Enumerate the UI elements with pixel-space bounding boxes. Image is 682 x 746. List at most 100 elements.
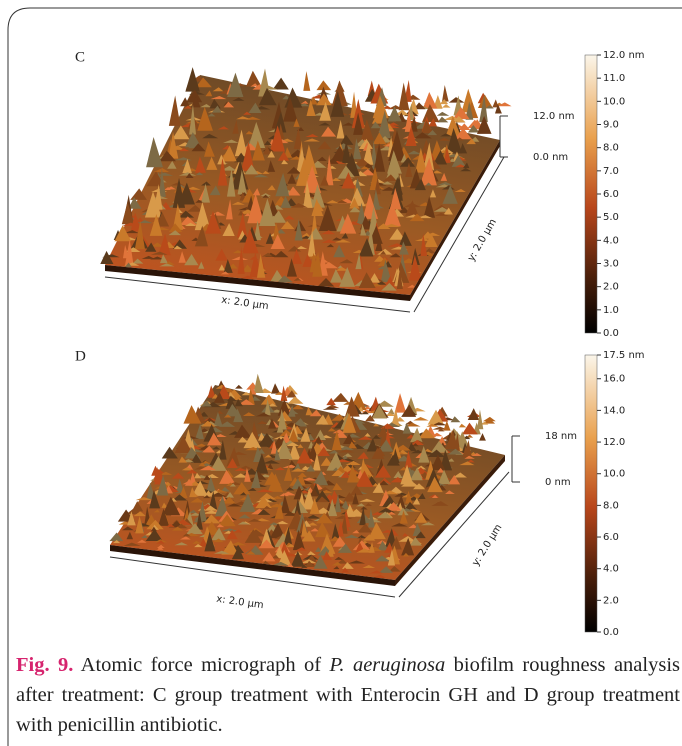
relief bbox=[292, 529, 306, 551]
relief bbox=[283, 147, 293, 158]
relief bbox=[286, 186, 301, 196]
relief bbox=[222, 496, 236, 504]
relief bbox=[233, 482, 251, 495]
relief bbox=[206, 156, 218, 170]
colorbar-tick-label: 17.5 nm bbox=[603, 350, 645, 361]
relief bbox=[360, 119, 374, 141]
colorbar-tick-label: 9.0 bbox=[603, 120, 619, 131]
relief bbox=[364, 433, 371, 437]
relief bbox=[159, 150, 177, 162]
relief bbox=[340, 470, 350, 478]
relief bbox=[252, 140, 265, 161]
relief bbox=[380, 250, 387, 255]
relief bbox=[477, 94, 493, 108]
relief bbox=[276, 439, 293, 459]
relief bbox=[410, 427, 423, 443]
relief bbox=[356, 503, 366, 507]
relief bbox=[146, 137, 163, 168]
relief bbox=[296, 246, 308, 250]
relief bbox=[362, 141, 374, 165]
relief bbox=[417, 493, 426, 500]
colorbar bbox=[584, 54, 598, 334]
relief bbox=[226, 458, 238, 468]
relief bbox=[401, 479, 419, 487]
relief bbox=[180, 216, 197, 225]
relief bbox=[301, 232, 311, 237]
relief bbox=[270, 439, 278, 454]
relief bbox=[187, 205, 204, 212]
relief bbox=[447, 458, 455, 462]
relief bbox=[361, 409, 373, 413]
relief bbox=[191, 237, 199, 241]
colorbar-tick-label: 16.0 bbox=[603, 374, 625, 385]
relief bbox=[276, 422, 284, 433]
relief bbox=[168, 223, 183, 233]
relief bbox=[200, 400, 212, 407]
relief bbox=[232, 395, 243, 400]
relief bbox=[231, 546, 244, 560]
relief bbox=[225, 199, 233, 220]
relief bbox=[151, 242, 164, 247]
relief bbox=[189, 103, 197, 135]
relief bbox=[313, 555, 328, 569]
colorbar-tick-label: 12.0 nm bbox=[603, 50, 645, 61]
relief bbox=[174, 435, 193, 453]
relief bbox=[126, 531, 134, 540]
relief bbox=[332, 237, 343, 241]
relief bbox=[197, 106, 213, 131]
relief bbox=[239, 492, 247, 496]
relief bbox=[212, 538, 224, 543]
relief bbox=[134, 220, 145, 250]
relief bbox=[366, 437, 378, 452]
relief bbox=[189, 487, 197, 498]
relief bbox=[189, 472, 196, 484]
relief bbox=[238, 399, 255, 405]
relief bbox=[303, 138, 320, 142]
relief bbox=[321, 239, 337, 243]
relief bbox=[477, 409, 484, 430]
relief bbox=[422, 92, 438, 109]
relief bbox=[391, 408, 400, 427]
z-scale-label: 0.0 nm bbox=[533, 152, 568, 163]
relief bbox=[250, 470, 261, 489]
relief bbox=[326, 200, 340, 204]
relief bbox=[259, 198, 276, 227]
relief bbox=[310, 528, 319, 532]
relief bbox=[253, 174, 269, 178]
relief bbox=[404, 450, 413, 468]
relief bbox=[371, 447, 385, 459]
relief bbox=[252, 188, 261, 196]
relief bbox=[287, 173, 297, 184]
relief bbox=[429, 189, 437, 198]
relief bbox=[215, 495, 229, 517]
relief bbox=[342, 413, 357, 433]
relief bbox=[199, 465, 217, 471]
surface-edge bbox=[395, 455, 505, 586]
relief bbox=[387, 106, 402, 122]
z-scale-label: 0 nm bbox=[545, 477, 571, 488]
relief bbox=[253, 220, 261, 241]
relief bbox=[135, 497, 154, 501]
relief bbox=[319, 101, 332, 121]
relief bbox=[268, 418, 277, 429]
relief bbox=[309, 487, 319, 497]
relief bbox=[219, 439, 227, 460]
relief bbox=[264, 398, 271, 416]
relief bbox=[203, 514, 221, 524]
relief bbox=[371, 140, 378, 165]
relief bbox=[280, 195, 292, 208]
relief bbox=[333, 566, 340, 570]
relief bbox=[423, 248, 436, 254]
relief bbox=[287, 245, 302, 252]
relief bbox=[312, 251, 323, 277]
relief bbox=[156, 540, 165, 544]
relief bbox=[277, 550, 292, 566]
relief bbox=[423, 196, 436, 218]
relief bbox=[377, 248, 393, 255]
relief bbox=[184, 478, 193, 486]
relief bbox=[258, 539, 275, 549]
relief bbox=[245, 447, 260, 451]
relief bbox=[173, 245, 183, 250]
relief bbox=[448, 97, 465, 103]
relief bbox=[217, 380, 225, 388]
